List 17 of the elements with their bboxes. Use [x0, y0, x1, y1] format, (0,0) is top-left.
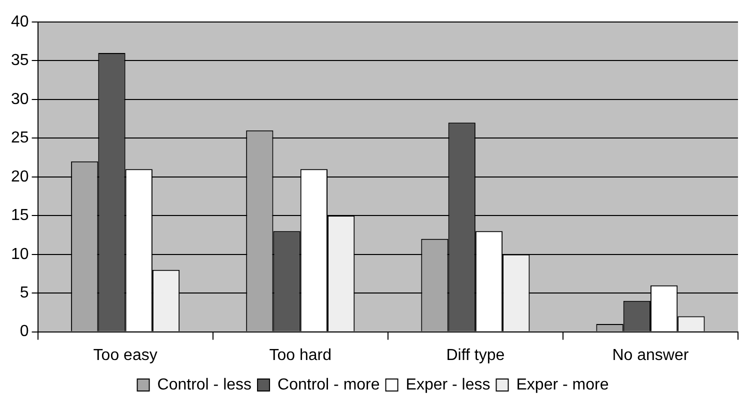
y-tick-label: 0	[20, 323, 29, 340]
legend-label: Control - less	[157, 376, 252, 394]
y-tick-label: 5	[20, 284, 29, 302]
y-tick-label: 20	[11, 168, 29, 186]
y-tick-label: 25	[11, 130, 29, 147]
x-tick-label: Diff type	[446, 346, 505, 364]
x-tick-label: Too easy	[93, 346, 158, 364]
y-tick-label: 35	[11, 52, 29, 70]
y-tick-label: 30	[11, 90, 29, 108]
x-tick-label: Too hard	[269, 346, 332, 364]
x-tick-label: No answer	[612, 346, 690, 364]
y-tick-label: 10	[11, 246, 29, 263]
y-tick-label: 15	[11, 207, 29, 224]
legend-label: Exper - less	[406, 376, 490, 394]
legend-label: Exper - more	[516, 376, 609, 394]
legend-label: Control - more	[278, 376, 380, 394]
y-tick-label: 40	[11, 13, 29, 30]
